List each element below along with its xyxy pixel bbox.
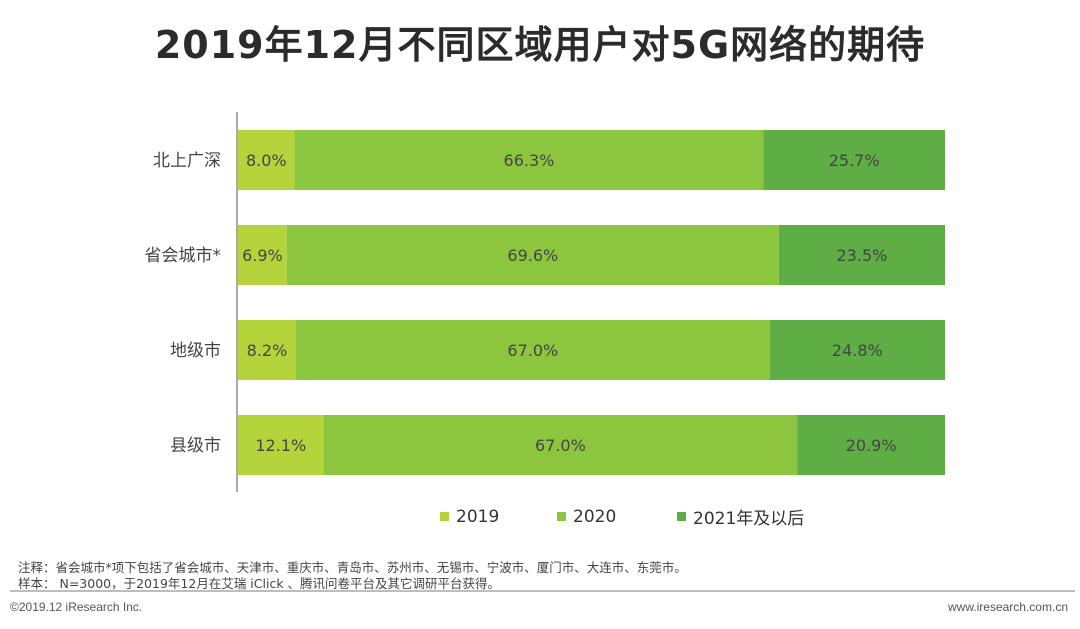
data-label: 12.1%: [255, 436, 306, 455]
note-sample: 样本： N=3000，于2019年12月在艾瑞 iClick 、腾讯问卷平台及其…: [18, 576, 501, 591]
data-label: 24.8%: [832, 341, 883, 360]
legend-item-2020: 2020: [557, 504, 677, 529]
bar-segment-2019: [238, 225, 287, 285]
data-label: 20.9%: [846, 436, 897, 455]
data-label: 67.0%: [507, 341, 558, 360]
bar-segment-2020: [295, 320, 770, 380]
footer-divider: [10, 590, 1075, 592]
bar-segment-2021年及以后: [763, 130, 945, 190]
bars-group: 北上广深 8.0% 66.3% 25.7% 省会城市* 6.9% 69.6% 23.5% 地级市…: [145, 130, 945, 475]
legend-item-2021: 2021年及以后: [677, 504, 804, 529]
bar-segment-2019: [238, 130, 295, 190]
bar-segment-2020: [323, 415, 798, 475]
category-label: 省会城市*: [145, 246, 222, 266]
bar-segment-2021年及以后: [797, 415, 945, 475]
data-label: 8.0%: [246, 151, 287, 170]
bar-segment-2021年及以后: [769, 320, 945, 380]
data-label: 69.6%: [507, 246, 558, 265]
bar-segment-2021年及以后: [778, 225, 945, 285]
note-footnote: 注释：省会城市*项下包括了省会城市、天津市、重庆市、青岛市、苏州市、无锡市、宁波…: [18, 560, 687, 575]
footer-copyright: ©2019.12 iResearch Inc.: [10, 600, 143, 614]
chart-title: 2019年12月不同区域用户对5G网络的期待: [154, 23, 926, 67]
bar-segment-2019: [238, 415, 324, 475]
data-label: 25.7%: [829, 151, 880, 170]
data-label: 23.5%: [837, 246, 888, 265]
category-label: 地级市: [170, 341, 221, 361]
bar-segment-2020: [294, 130, 764, 190]
category-label: 北上广深: [153, 151, 221, 171]
legend-swatch-2020: [557, 512, 566, 521]
legend: 2019 2020 2021年及以后: [440, 504, 804, 529]
legend-label-2021: 2021年及以后: [693, 509, 805, 529]
legend-swatch-2019: [440, 512, 449, 521]
data-label: 8.2%: [247, 341, 288, 360]
legend-item-2019: 2019: [440, 504, 557, 529]
legend-label-2019: 2019: [456, 506, 500, 527]
data-label: 66.3%: [504, 151, 555, 170]
bar-segment-2020: [286, 225, 779, 285]
footer-website: www.iresearch.com.cn: [947, 600, 1068, 614]
data-label: 67.0%: [535, 436, 586, 455]
data-label: 6.9%: [242, 246, 283, 265]
legend-swatch-2021: [677, 512, 686, 521]
bar-segment-2019: [238, 320, 296, 380]
legend-label-2020: 2020: [573, 506, 617, 527]
category-label: 县级市: [170, 436, 221, 456]
